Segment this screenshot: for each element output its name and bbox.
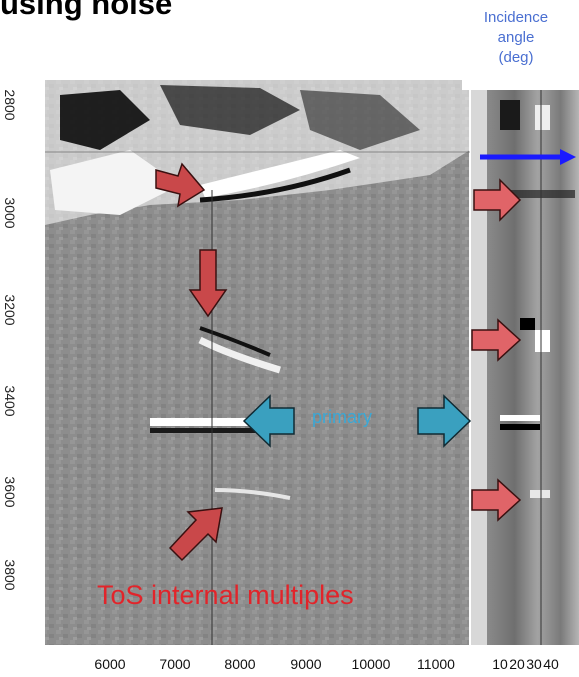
angle-tick-label: 10 (492, 656, 508, 672)
depth-tick-label: 3400 (2, 385, 18, 417)
offset-tick-label: 8000 (224, 656, 256, 672)
internal-multiples-label: ToS internal multiples (97, 580, 354, 610)
offset-tick-label: 10000 (351, 656, 391, 672)
angle-axis-title: Incidence angle (deg) (466, 8, 566, 68)
depth-tick-label: 2800 (2, 89, 18, 121)
depth-tick-label: 3800 (2, 559, 18, 591)
red-arrow (188, 249, 228, 318)
angle-tick-label: 40 (543, 656, 559, 672)
angle-tick-label: 20 (509, 656, 525, 672)
offset-tick-label: 7000 (159, 656, 191, 672)
offset-tick-label: 11000 (417, 656, 455, 672)
red-arrow (473, 178, 522, 222)
primary-label: primary (312, 407, 373, 427)
angle-tick-label: 30 (526, 656, 542, 672)
red-arrow (155, 162, 206, 208)
offset-panel (45, 80, 470, 645)
red-arrow (471, 318, 522, 362)
depth-tick-label: 3200 (2, 294, 18, 326)
angle-title-line: (deg) (498, 49, 534, 66)
offset-tick-label: 9000 (290, 656, 322, 672)
angle-title-line: Incidence (483, 9, 549, 26)
offset-tick-label: 6000 (94, 656, 126, 672)
cyan-arrow-left (242, 394, 295, 448)
depth-tick-label: 3000 (2, 197, 18, 229)
cyan-arrow-right (417, 394, 472, 448)
blue-marker-arrow (480, 149, 576, 165)
red-arrow (471, 478, 522, 522)
angle-title-line: angle (497, 29, 535, 46)
page-title: using noise (0, 0, 173, 21)
depth-tick-label: 3600 (2, 476, 18, 508)
red-arrow (168, 507, 223, 562)
